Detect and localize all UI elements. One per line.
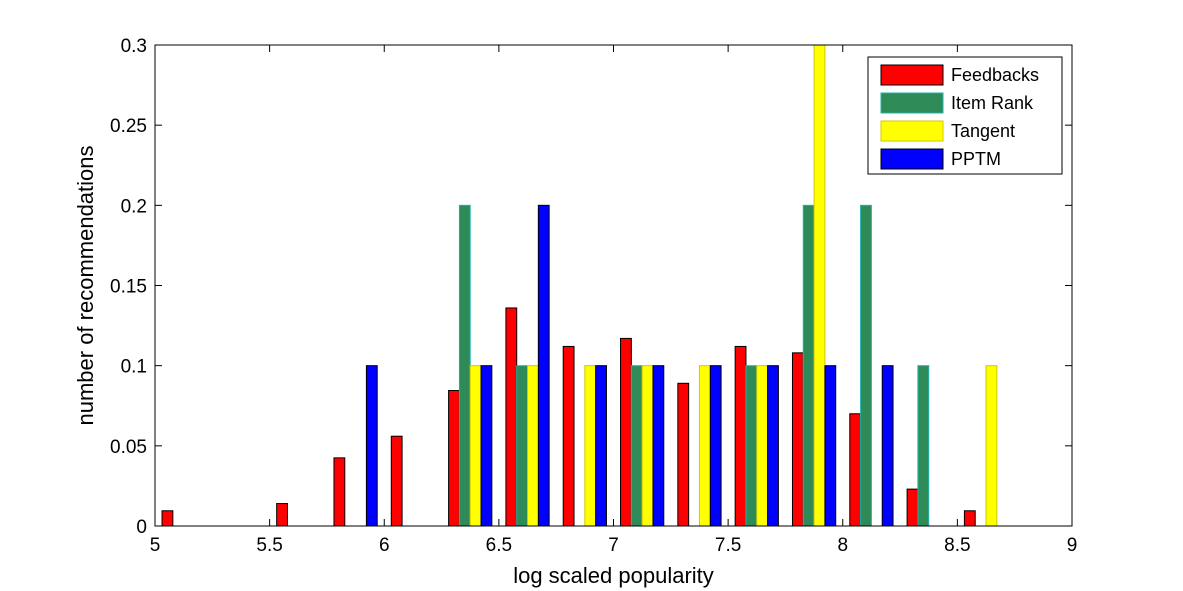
legend-label-feedbacks: Feedbacks [951,65,1039,85]
legend: Feedbacks Item Rank Tangent PPTM [867,56,1063,175]
legend-swatch-feedbacks [880,64,944,86]
x-tick-label: 9 [1067,535,1078,556]
y-axis-label: number of recommendations [73,145,98,425]
bar-item-rank-6 [516,365,529,527]
bars-layer [161,44,998,527]
legend-label-tangent: Tangent [951,121,1015,141]
x-tick-label: 5.5 [256,535,282,556]
bar-feedbacks-8 [620,337,632,527]
x-tick-label: 6.5 [486,535,512,556]
bar-tangent-5 [469,365,482,527]
legend-label-item-rank: Item Rank [951,93,1034,113]
bar-item-rank-12 [860,204,872,527]
y-tick-label: 0.05 [110,437,147,458]
bar-item-rank-8 [630,365,643,527]
bar-item-rank-13 [917,365,930,527]
bar-pptm-12 [881,365,894,527]
bar-pptm-8 [652,365,665,527]
legend-label-pptm: PPTM [951,149,1001,169]
legend-swatch-tangent [880,120,944,142]
x-axis: 5 5.5 6 6.5 7 7.5 8 8.5 9 [150,45,1078,556]
legend-swatch-pptm [880,148,944,170]
bar-feedbacks-13 [906,488,919,527]
y-axis: 0 0.05 0.1 0.15 0.2 0.25 0.3 [110,36,1072,538]
x-axis-label: log scaled popularity [513,563,714,588]
bar-feedbacks-2 [276,503,288,527]
bar-tangent-10 [756,365,769,527]
bar-feedbacks-11 [791,352,804,527]
x-tick-label: 5 [150,535,161,556]
bar-tangent-14 [985,365,998,527]
x-tick-label: 8 [837,535,848,556]
bar-pptm-9 [709,365,722,527]
bar-item-rank-11 [802,204,815,527]
legend-swatch-item-rank [880,92,944,114]
y-tick-label: 0.25 [110,116,147,137]
bar-tangent-8 [641,365,654,527]
bar-feedbacks-7 [562,345,575,527]
x-tick-label: 8.5 [944,535,970,556]
bar-pptm-6 [537,204,550,527]
bar-feedbacks-3 [333,457,346,527]
bar-feedbacks-12 [849,413,862,527]
y-tick-label: 0 [136,517,147,538]
bar-item-rank-10 [745,365,758,527]
bar-feedbacks-14 [963,510,976,527]
bar-item-rank-5 [458,204,471,527]
y-tick-label: 0.3 [121,36,147,57]
bar-feedbacks-5 [448,390,460,527]
bar-pptm-7 [595,365,607,527]
bar-feedbacks-9 [677,382,690,527]
bar-tangent-6 [527,365,539,527]
bar-feedbacks-4 [390,435,403,527]
bar-feedbacks-10 [734,345,747,527]
bar-feedbacks-6 [505,307,518,527]
x-tick-label: 6 [379,535,390,556]
bar-tangent-7 [584,365,597,527]
bar-feedbacks-0 [161,510,174,527]
bar-pptm-10 [767,365,779,527]
x-tick-label: 7.5 [715,535,741,556]
y-tick-label: 0.1 [121,357,147,378]
bar-tangent-9 [698,365,711,527]
y-tick-label: 0.2 [121,196,147,217]
x-tick-label: 7 [608,535,619,556]
bar-pptm-3 [365,365,378,527]
bar-tangent-11 [813,44,826,527]
bar-pptm-11 [824,365,837,527]
bar-pptm-5 [480,365,493,527]
y-tick-label: 0.15 [110,277,147,298]
